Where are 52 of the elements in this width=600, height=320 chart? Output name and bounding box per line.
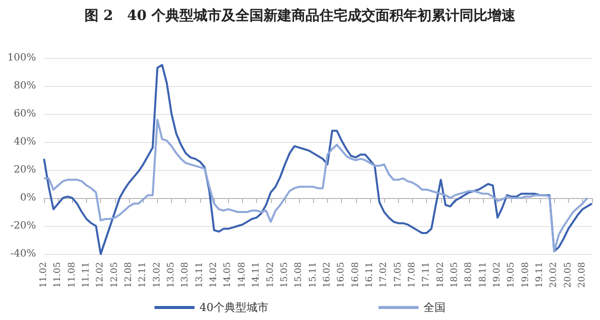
- x-tick-label: 17.08: [407, 262, 418, 288]
- x-tick-label: 12.05: [110, 262, 120, 288]
- legend-label: 全国: [424, 301, 446, 314]
- y-tick-label: -20%: [10, 220, 36, 232]
- x-tick-label: 13.05: [166, 262, 177, 288]
- x-tick-label: 16.11: [364, 262, 375, 288]
- x-tick-label: 16.08: [350, 262, 361, 288]
- x-tick-label: 19.11: [535, 262, 546, 288]
- x-tick-label: 18.11: [478, 262, 488, 288]
- x-tick-label: 13.08: [180, 262, 191, 288]
- y-tick-label: 0%: [20, 192, 36, 204]
- x-tick-label: 12.08: [124, 262, 134, 288]
- y-tick-label: 100%: [7, 52, 36, 64]
- x-tick-label: 13.02: [152, 262, 162, 288]
- y-tick-label: -40%: [10, 248, 36, 260]
- x-tick-label: 17.05: [393, 262, 404, 288]
- x-tick-label: 11.05: [53, 262, 64, 288]
- x-tick-label: 20.08: [578, 262, 588, 288]
- x-tick-label: 14.05: [223, 262, 234, 288]
- x-tick-label: 15.08: [294, 262, 304, 288]
- x-tick-label: 15.02: [266, 262, 276, 288]
- x-tick-label: 11.08: [67, 262, 78, 288]
- y-tick-label: 20%: [14, 164, 36, 176]
- x-tick-label: 15.05: [280, 262, 290, 288]
- x-tick-label: 17.02: [379, 262, 390, 288]
- line-series: [43, 118, 588, 252]
- legend-label: 40个典型城市: [200, 301, 268, 314]
- x-tick-label: 18.05: [450, 262, 460, 288]
- x-tick-label: 19.02: [492, 262, 503, 288]
- x-tick-label: 11.11: [82, 262, 92, 288]
- x-tick-label: 18.08: [464, 262, 474, 288]
- x-tick-label: 13.11: [194, 262, 205, 288]
- y-tick-label: 60%: [14, 108, 36, 120]
- x-tick-label: 15.11: [308, 262, 318, 288]
- y-tick-label: 80%: [14, 80, 36, 92]
- x-tick-label: 20.05: [563, 262, 574, 288]
- x-tick-label: 12.11: [138, 262, 148, 288]
- x-tick-label: 18.02: [436, 262, 446, 288]
- x-tick-label: 16.02: [322, 262, 332, 288]
- x-tick-label: 20.02: [549, 262, 560, 288]
- x-tick-label: 14.11: [252, 262, 262, 288]
- line-series: [43, 64, 593, 255]
- x-tick-label: 14.08: [237, 262, 248, 288]
- x-tick-label: 16.05: [336, 262, 347, 288]
- x-tick-label: 17.11: [422, 262, 432, 288]
- x-tick-label: 12.02: [96, 262, 106, 288]
- y-tick-label: 40%: [14, 136, 36, 148]
- x-tick-label: 19.08: [520, 262, 531, 288]
- x-tick-label: 19.05: [506, 262, 517, 288]
- chart-title: 图 2 40 个典型城市及全国新建商品住宅成交面积年初累计同比增速: [84, 7, 516, 24]
- x-tick-label: 14.02: [209, 262, 220, 288]
- x-tick-label: 11.02: [39, 262, 49, 288]
